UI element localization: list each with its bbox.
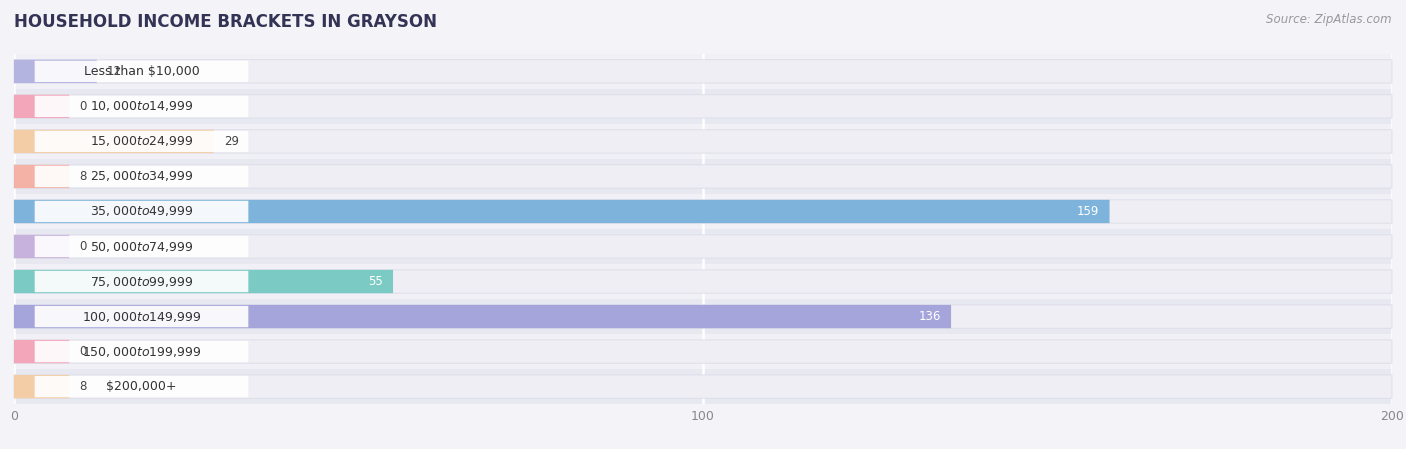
Bar <box>14 334 1392 369</box>
FancyBboxPatch shape <box>35 131 249 152</box>
Text: $25,000 to $34,999: $25,000 to $34,999 <box>90 169 193 184</box>
Bar <box>14 89 1392 124</box>
Text: $200,000+: $200,000+ <box>107 380 177 393</box>
Text: 8: 8 <box>80 380 87 393</box>
Text: HOUSEHOLD INCOME BRACKETS IN GRAYSON: HOUSEHOLD INCOME BRACKETS IN GRAYSON <box>14 13 437 31</box>
Bar <box>14 159 1392 194</box>
FancyBboxPatch shape <box>35 341 249 362</box>
Bar <box>14 194 1392 229</box>
FancyBboxPatch shape <box>14 375 69 398</box>
Bar <box>14 264 1392 299</box>
FancyBboxPatch shape <box>35 306 249 327</box>
Text: 0: 0 <box>80 100 87 113</box>
Text: $35,000 to $49,999: $35,000 to $49,999 <box>90 204 193 219</box>
FancyBboxPatch shape <box>14 340 1392 363</box>
FancyBboxPatch shape <box>14 200 1109 223</box>
FancyBboxPatch shape <box>14 130 214 153</box>
Text: 0: 0 <box>80 345 87 358</box>
FancyBboxPatch shape <box>14 305 1392 328</box>
Text: 0: 0 <box>80 240 87 253</box>
FancyBboxPatch shape <box>14 235 1392 258</box>
Text: 55: 55 <box>368 275 382 288</box>
Text: $15,000 to $24,999: $15,000 to $24,999 <box>90 134 193 149</box>
Text: $50,000 to $74,999: $50,000 to $74,999 <box>90 239 193 254</box>
FancyBboxPatch shape <box>14 95 1392 118</box>
FancyBboxPatch shape <box>14 60 97 83</box>
Bar <box>14 124 1392 159</box>
FancyBboxPatch shape <box>35 201 249 222</box>
FancyBboxPatch shape <box>14 130 1392 153</box>
FancyBboxPatch shape <box>14 340 69 363</box>
FancyBboxPatch shape <box>14 165 1392 188</box>
Text: $75,000 to $99,999: $75,000 to $99,999 <box>90 274 193 289</box>
Text: $100,000 to $149,999: $100,000 to $149,999 <box>82 309 201 324</box>
FancyBboxPatch shape <box>14 375 1392 398</box>
Text: 12: 12 <box>107 65 122 78</box>
Text: 29: 29 <box>224 135 239 148</box>
FancyBboxPatch shape <box>14 235 69 258</box>
FancyBboxPatch shape <box>35 236 249 257</box>
FancyBboxPatch shape <box>14 95 69 118</box>
FancyBboxPatch shape <box>35 166 249 187</box>
Text: 159: 159 <box>1077 205 1099 218</box>
Bar <box>14 299 1392 334</box>
Text: $10,000 to $14,999: $10,000 to $14,999 <box>90 99 193 114</box>
Text: $150,000 to $199,999: $150,000 to $199,999 <box>82 344 201 359</box>
FancyBboxPatch shape <box>14 305 950 328</box>
FancyBboxPatch shape <box>35 376 249 397</box>
Text: 136: 136 <box>918 310 941 323</box>
Bar <box>14 229 1392 264</box>
FancyBboxPatch shape <box>14 165 69 188</box>
Bar <box>14 369 1392 404</box>
Text: Less than $10,000: Less than $10,000 <box>83 65 200 78</box>
Bar <box>14 54 1392 89</box>
FancyBboxPatch shape <box>14 60 1392 83</box>
FancyBboxPatch shape <box>14 200 1392 223</box>
Text: Source: ZipAtlas.com: Source: ZipAtlas.com <box>1267 13 1392 26</box>
Text: 8: 8 <box>80 170 87 183</box>
FancyBboxPatch shape <box>35 271 249 292</box>
FancyBboxPatch shape <box>35 96 249 117</box>
FancyBboxPatch shape <box>35 61 249 82</box>
FancyBboxPatch shape <box>14 270 1392 293</box>
FancyBboxPatch shape <box>14 270 394 293</box>
